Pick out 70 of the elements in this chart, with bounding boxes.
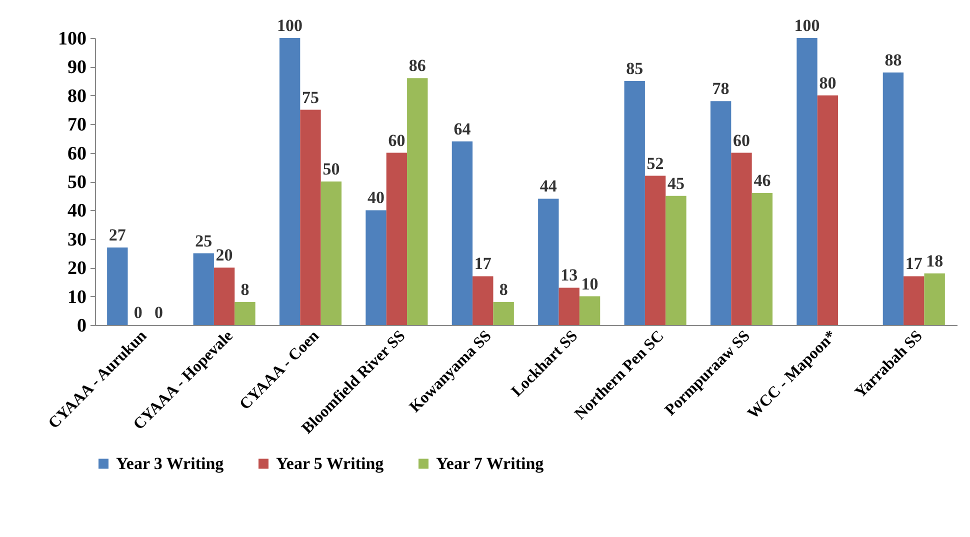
bar [624, 81, 645, 325]
data-label: 25 [195, 231, 212, 250]
data-label: 50 [322, 160, 340, 178]
bar [538, 198, 559, 325]
data-label: 44 [540, 176, 558, 196]
y-tick-label: 70 [68, 114, 86, 136]
data-label: 40 [368, 188, 385, 208]
bar [666, 196, 686, 325]
bar [731, 152, 752, 325]
data-label: 17 [474, 254, 492, 274]
bar [579, 296, 600, 325]
bar [817, 95, 838, 325]
y-tick-label: 100 [58, 28, 86, 50]
data-label: 60 [388, 130, 406, 150]
data-label: 60 [733, 130, 750, 150]
bar [644, 176, 666, 325]
bar [882, 72, 904, 325]
bar [924, 273, 945, 325]
bar [366, 210, 386, 325]
data-label: 8 [499, 280, 508, 300]
data-label: 75 [302, 88, 319, 107]
data-label: 20 [216, 246, 233, 265]
bar [472, 276, 494, 325]
y-tick-label: 90 [68, 57, 86, 78]
data-label: 86 [408, 56, 426, 76]
bar [320, 182, 342, 325]
bar [193, 253, 214, 325]
y-tick-label: 40 [68, 200, 86, 222]
data-label: 52 [646, 154, 664, 173]
data-label: 18 [926, 251, 944, 270]
data-label: 80 [819, 73, 836, 92]
bar [407, 78, 428, 325]
data-label: 88 [884, 50, 902, 70]
y-tick-label: 30 [68, 229, 86, 250]
y-tick-label: 60 [68, 143, 86, 164]
bar [107, 248, 128, 325]
data-label: 0 [134, 303, 142, 322]
data-label: 27 [108, 226, 126, 245]
y-tick-label: 50 [68, 172, 86, 193]
bar [234, 302, 256, 325]
data-label: 46 [754, 170, 771, 190]
data-label: 100 [794, 16, 820, 35]
y-tick-label: 10 [68, 286, 86, 308]
bar [710, 101, 732, 325]
data-label: 85 [626, 59, 644, 78]
bar [752, 192, 773, 325]
bar [796, 38, 818, 325]
y-tick-label: 0 [77, 316, 86, 336]
legend-label: Year 3 Writing [116, 454, 224, 473]
bar [904, 276, 924, 325]
bar [214, 268, 235, 325]
data-label: 17 [905, 254, 923, 274]
data-label: 78 [712, 79, 730, 98]
bar [493, 302, 514, 325]
bar [452, 141, 473, 325]
data-label: 13 [560, 266, 578, 285]
data-label: 100 [277, 16, 303, 35]
data-label: 64 [454, 119, 472, 138]
data-label: 8 [240, 280, 250, 300]
data-label: 0 [154, 303, 164, 322]
legend-label: Year 7 Writing [436, 454, 544, 473]
data-label: 10 [581, 274, 598, 294]
y-tick-label: 20 [68, 258, 86, 280]
bar [558, 288, 580, 325]
bar [386, 152, 408, 325]
legend-label: Year 5 Writing [276, 454, 384, 473]
data-label: 45 [667, 174, 684, 193]
y-tick-label: 80 [68, 86, 86, 107]
bar [300, 110, 321, 325]
bar [279, 38, 300, 325]
